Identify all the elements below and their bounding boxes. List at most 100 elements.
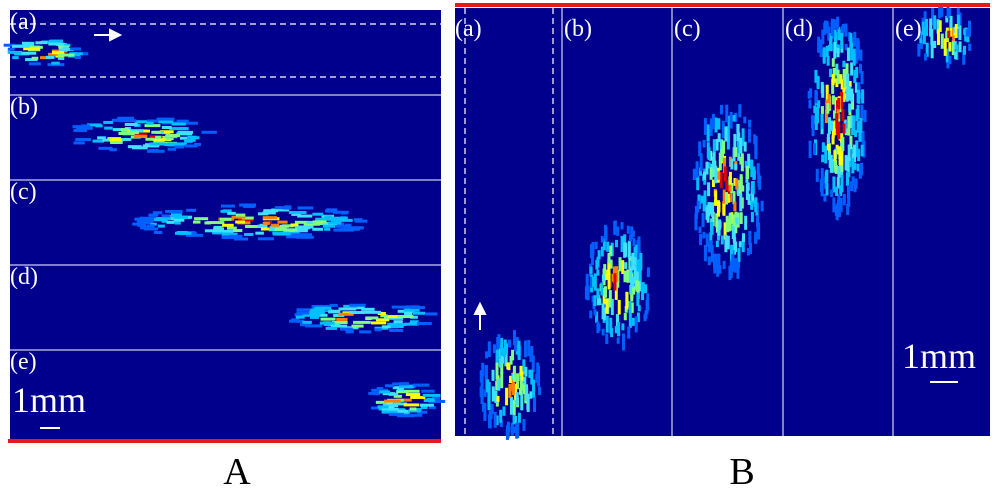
- speckle: [613, 273, 616, 290]
- speckle: [518, 413, 521, 423]
- speckle: [636, 259, 639, 271]
- speckle: [204, 221, 210, 224]
- speckle: [821, 82, 824, 93]
- speckle: [346, 330, 354, 333]
- speckle: [153, 211, 162, 214]
- speckle: [832, 136, 835, 145]
- speckle: [623, 271, 626, 283]
- speckle: [616, 227, 619, 236]
- speckle: [853, 70, 856, 83]
- speckle: [722, 121, 725, 138]
- speckle: [511, 423, 514, 436]
- speckle: [70, 47, 81, 50]
- speckle: [359, 330, 371, 333]
- speckle: [698, 141, 701, 156]
- speckle: [194, 217, 208, 220]
- speckle: [743, 117, 746, 124]
- speckle: [29, 62, 41, 65]
- speckle: [167, 221, 175, 224]
- speckle: [608, 273, 611, 290]
- speckle: [296, 311, 309, 314]
- speckle: [750, 160, 753, 170]
- speckle: [481, 373, 484, 387]
- speckle: [340, 328, 353, 331]
- speckle: [716, 260, 719, 277]
- speckle: [634, 257, 637, 266]
- speckle: [392, 382, 407, 385]
- speckle: [505, 388, 508, 406]
- speckle: [323, 225, 335, 228]
- speckle: [177, 231, 188, 234]
- speckle: [847, 48, 850, 61]
- speckle: [959, 41, 962, 52]
- speckle: [825, 172, 828, 184]
- speckle: [826, 103, 829, 114]
- speckle: [275, 228, 285, 231]
- speckle: [154, 231, 162, 234]
- speckle: [75, 56, 81, 59]
- speckle: [309, 311, 325, 314]
- speckle: [968, 44, 971, 51]
- speckle: [410, 407, 417, 410]
- speckle: [864, 110, 867, 122]
- speckle: [397, 388, 404, 391]
- speckle: [739, 141, 742, 154]
- speckle: [186, 209, 196, 212]
- speckle: [110, 138, 124, 141]
- speckle: [820, 114, 823, 129]
- speckle: [525, 384, 528, 401]
- speckle: [693, 169, 696, 180]
- speckle: [399, 385, 413, 388]
- speckle: [321, 318, 336, 321]
- speckle: [733, 202, 736, 211]
- speckle: [149, 142, 165, 145]
- speckle: [280, 225, 290, 228]
- speckle: [635, 316, 638, 332]
- speckle: [621, 222, 624, 229]
- speckle: [714, 190, 717, 202]
- speckle: [857, 82, 860, 90]
- speckle: [390, 329, 404, 332]
- speckle: [833, 42, 836, 59]
- speckle: [850, 62, 853, 75]
- speckle: [499, 410, 502, 423]
- speckle: [698, 227, 701, 233]
- speckle: [740, 212, 743, 224]
- speckle: [817, 37, 820, 53]
- speckle: [162, 214, 171, 217]
- speckle: [860, 163, 863, 176]
- speckle: [489, 411, 492, 429]
- speckle: [500, 338, 503, 356]
- speckle: [537, 366, 540, 381]
- speckle: [841, 109, 844, 121]
- speckle: [717, 118, 720, 129]
- speckle: [837, 166, 840, 178]
- speckle: [398, 315, 414, 318]
- speckle: [827, 56, 830, 66]
- speckle: [626, 269, 629, 282]
- speckle: [315, 218, 332, 221]
- speckle: [592, 277, 595, 287]
- speckle: [821, 154, 824, 162]
- speckle: [263, 222, 270, 225]
- speckle: [843, 69, 846, 80]
- speckle: [500, 372, 503, 388]
- speckle: [733, 134, 736, 149]
- speckle: [850, 43, 853, 61]
- speckle: [930, 29, 933, 45]
- speckle: [812, 119, 815, 136]
- speckle: [602, 275, 605, 282]
- speckle: [221, 230, 233, 233]
- speckle: [757, 173, 760, 183]
- speckle: [392, 306, 408, 309]
- speckle: [726, 216, 729, 232]
- speckle: [822, 142, 825, 152]
- speckle: [365, 311, 381, 314]
- speckle: [711, 222, 714, 235]
- speckle: [481, 388, 484, 399]
- speckle: [289, 320, 301, 323]
- speckle: [722, 141, 725, 154]
- speckle: [533, 397, 536, 412]
- speckle: [297, 215, 312, 218]
- speckle: [632, 277, 635, 288]
